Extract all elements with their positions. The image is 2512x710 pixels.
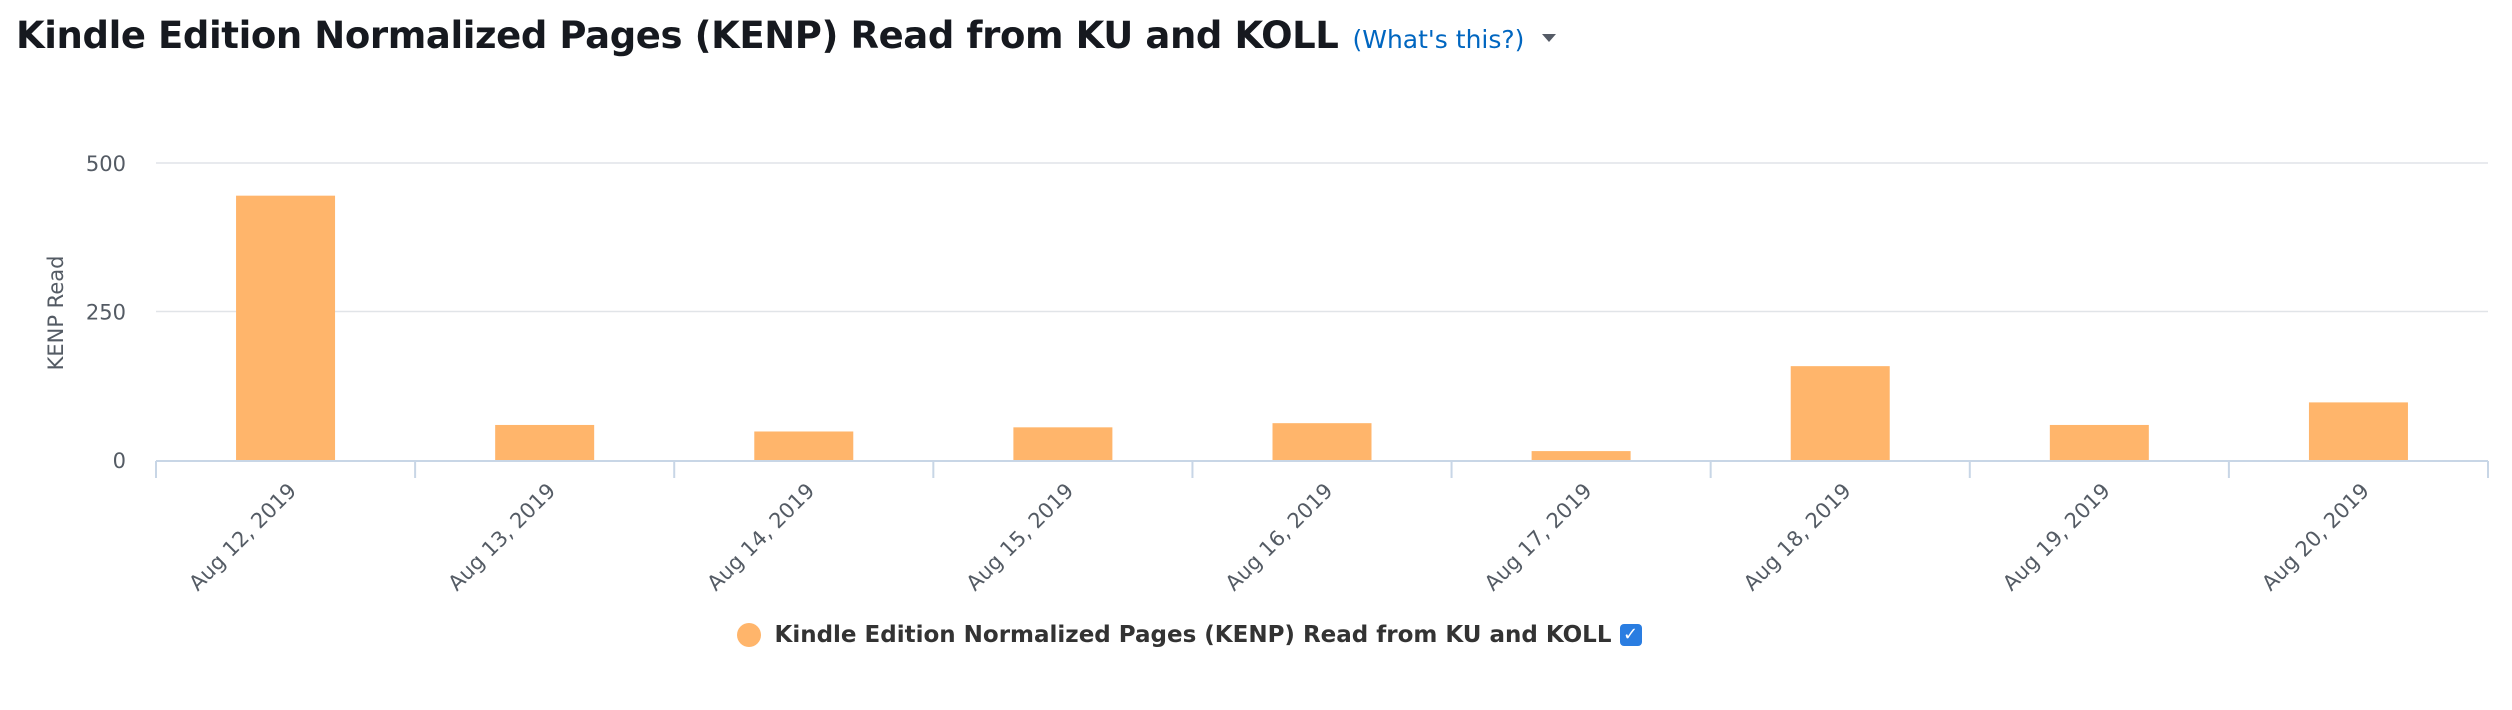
x-tick-label: Aug 12, 2019 <box>184 479 301 596</box>
y-axis-ticks: 0 250 500 <box>86 152 126 473</box>
y-tick-label: 250 <box>86 301 126 325</box>
bar-chart: 0 250 500 Aug 12, 2019 Aug 13, 2019 Aug 14, … <box>44 152 2489 596</box>
bar[interactable] <box>1013 427 1113 460</box>
x-axis <box>155 460 2489 478</box>
bar[interactable] <box>495 424 595 460</box>
x-tick-label: Aug 16, 2019 <box>1221 479 1338 596</box>
bar[interactable] <box>236 195 336 461</box>
bar[interactable] <box>754 431 854 460</box>
legend-item-kenp[interactable]: Kindle Edition Normalized Pages (KENP) R… <box>736 622 1642 648</box>
x-tick-label: Aug 15, 2019 <box>962 479 1079 596</box>
whats-this-link[interactable]: (What's this?) <box>1352 25 1525 54</box>
caret-down-icon[interactable] <box>1542 34 1557 42</box>
x-tick-label: Aug 18, 2019 <box>1739 479 1856 596</box>
bar[interactable] <box>2049 424 2149 460</box>
checkbox-checked-icon[interactable]: ✓ <box>1619 624 1642 646</box>
x-tick-label: Aug 20, 2019 <box>2257 479 2374 596</box>
legend-marker-icon <box>736 623 761 647</box>
legend-label: Kindle Edition Normalized Pages (KENP) R… <box>774 622 1612 648</box>
x-tick-label: Aug 19, 2019 <box>1998 479 2115 596</box>
bar[interactable] <box>2308 402 2408 460</box>
gridlines <box>156 162 2488 313</box>
x-tick-label: Aug 17, 2019 <box>1480 479 1597 596</box>
chart-header: Kindle Edition Normalized Pages (KENP) R… <box>16 14 1557 70</box>
x-tick-label: Aug 13, 2019 <box>443 479 560 596</box>
page-title: Kindle Edition Normalized Pages (KENP) R… <box>16 14 1339 57</box>
bar[interactable] <box>1790 366 1890 460</box>
chart-legend: Kindle Edition Normalized Pages (KENP) R… <box>0 622 2445 648</box>
y-tick-label: 0 <box>113 449 126 473</box>
y-axis-title: KENP Read <box>44 256 68 371</box>
bar[interactable] <box>1272 423 1372 460</box>
y-tick-label: 500 <box>86 152 126 176</box>
x-tick-label: Aug 14, 2019 <box>702 479 819 596</box>
x-axis-ticks: Aug 12, 2019 Aug 13, 2019 Aug 14, 2019 Aug … <box>184 479 2374 596</box>
bar[interactable] <box>1531 451 1631 460</box>
bars <box>236 195 2408 461</box>
